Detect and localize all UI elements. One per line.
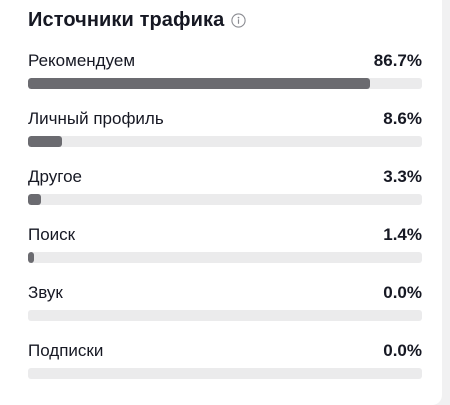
traffic-source-subscriptions: Подписки 0.0%	[28, 336, 422, 394]
progress-track	[28, 78, 422, 89]
source-percent: 0.0%	[383, 341, 422, 360]
source-label: Звук	[28, 283, 63, 302]
source-label: Поиск	[28, 225, 76, 244]
progress-track	[28, 310, 422, 321]
traffic-source-personal-profile: Личный профиль 8.6%	[28, 104, 422, 162]
traffic-source-sound: Звук 0.0%	[28, 278, 422, 336]
section-header: Источники трафика	[28, 0, 422, 40]
traffic-source-recommended: Рекомендуем 86.7%	[28, 46, 422, 104]
traffic-source-other: Другое 3.3%	[28, 162, 422, 220]
progress-fill	[28, 252, 34, 263]
progress-track	[28, 252, 422, 263]
source-percent: 1.4%	[383, 225, 422, 244]
source-percent: 0.0%	[383, 283, 422, 302]
source-label: Другое	[28, 167, 83, 186]
progress-fill	[28, 136, 62, 147]
progress-track	[28, 136, 422, 147]
section-title: Источники трафика	[28, 8, 225, 31]
source-label: Подписки	[28, 341, 104, 360]
source-percent: 86.7%	[373, 51, 422, 70]
source-percent: 8.6%	[383, 109, 422, 128]
info-icon[interactable]	[231, 13, 247, 28]
progress-fill	[28, 194, 41, 205]
source-label: Рекомендуем	[28, 51, 136, 70]
traffic-source-list: Рекомендуем 86.7% Личный профиль 8.6% Др…	[28, 46, 422, 394]
source-percent: 3.3%	[383, 167, 422, 186]
progress-track	[28, 368, 422, 379]
traffic-source-search: Поиск 1.4%	[28, 220, 422, 278]
progress-track	[28, 194, 422, 205]
progress-fill	[28, 78, 370, 89]
source-label: Личный профиль	[28, 109, 164, 128]
